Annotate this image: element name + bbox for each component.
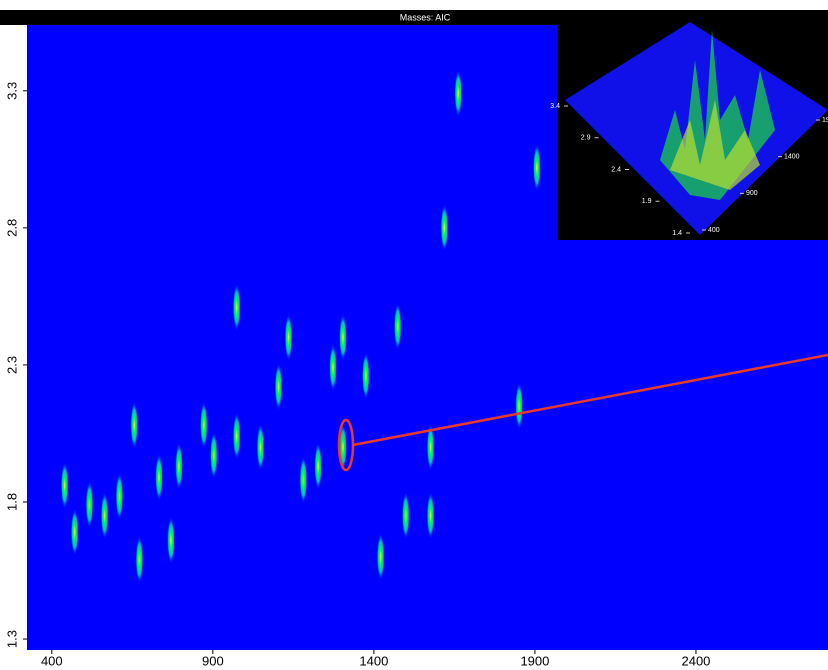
peak [532,143,541,192]
x-tick-label: 400 [41,653,63,668]
y-tick-label: 2.3 [4,356,19,374]
x-tick-label: 1400 [359,653,388,668]
peak [256,423,265,472]
y-tick-label: 2.8 [4,219,19,237]
x-tick-label: 1900 [520,653,549,668]
peak [515,382,524,431]
peak [338,313,347,362]
peak [60,461,69,510]
peak [100,491,109,540]
peak [232,283,241,332]
peak [401,491,410,540]
inset-y-tick-label: 1.4 [672,230,682,237]
peak [328,343,337,392]
inset-y-tick-label: 2.9 [581,135,591,142]
peak [314,442,323,491]
highlight-line [352,353,828,447]
chart-title: Masses: AIC [400,12,451,22]
peak [299,456,308,505]
peak [454,69,463,118]
peak [130,401,139,450]
peak [426,423,435,472]
x-tick-label: 2400 [681,653,710,668]
peak [209,431,218,480]
peak [166,516,175,565]
peak [426,491,435,540]
inset-x-tick-label: 900 [746,190,758,197]
inset-y-tick-label: 1.9 [642,198,652,205]
peak [361,351,370,400]
peak [175,442,184,491]
inset-y-tick-label: 3.4 [550,103,560,110]
inset-x-tick-label: 400 [708,227,720,234]
y-tick-label: 3.3 [4,82,19,100]
peak [393,302,402,351]
peak [232,412,241,461]
peak [440,203,449,252]
inset-x-tick-label: 19 [822,117,828,124]
y-tick-label: 1.8 [4,493,19,511]
inset-peaks-highlight [670,100,760,190]
peak [85,480,94,529]
peak [155,453,164,502]
inset-x-tick-label: 1400 [784,154,800,161]
peak [135,535,144,584]
y-tick-label: 1.3 [4,630,19,648]
inset-3d: 1.4 1.9 2.4 2.9 3.4 400 900 1400 19 [550,10,828,240]
peak [274,362,283,411]
peak [199,401,208,450]
peak [284,313,293,362]
peak [70,508,79,557]
peak [376,532,385,581]
x-tick-label: 900 [202,653,224,668]
inset-y-tick-label: 2.4 [611,166,621,173]
peak [115,472,124,521]
